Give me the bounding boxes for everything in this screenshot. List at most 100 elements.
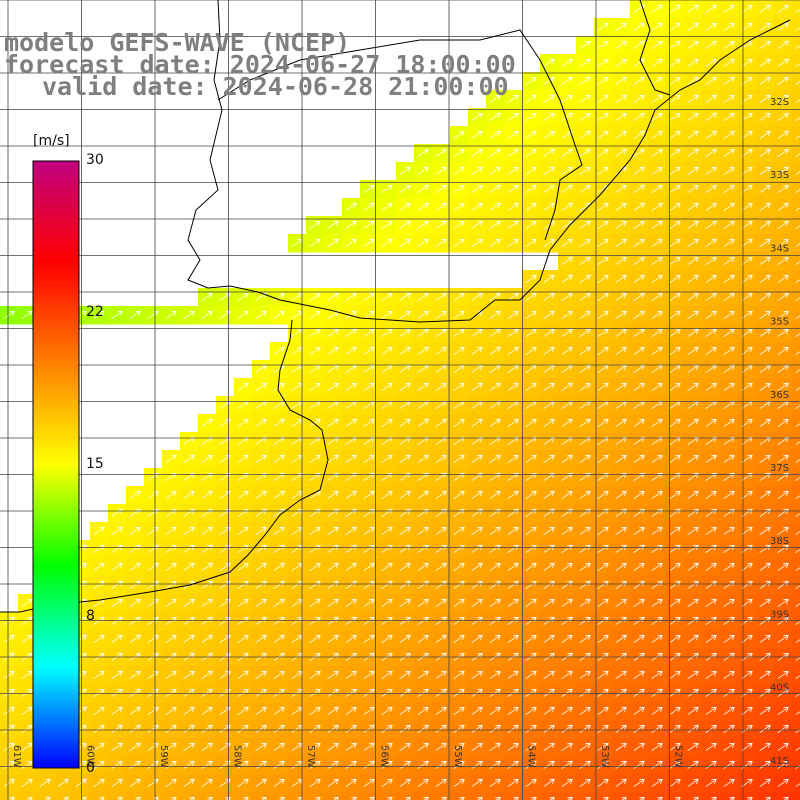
wind-arrow <box>651 364 663 374</box>
wind-arrow <box>327 526 339 536</box>
wind-arrow <box>507 400 519 410</box>
wind-arrow-head <box>765 508 771 511</box>
wind-arrow-head <box>785 473 789 478</box>
wind-arrow-head <box>479 509 483 514</box>
wind-arrow-head <box>749 617 753 622</box>
wind-arrow-head <box>767 293 771 298</box>
wind-arrow <box>525 328 537 338</box>
wind-arrow-head <box>317 617 321 622</box>
wind-cell <box>612 792 631 800</box>
wind-arrow <box>453 166 465 176</box>
wind-arrow-head <box>369 220 375 223</box>
wind-arrow <box>669 274 681 284</box>
wind-arrow <box>309 544 321 554</box>
wind-arrow-head <box>567 76 573 79</box>
wind-arrow-head <box>423 526 429 529</box>
wind-arrow <box>795 297 800 302</box>
wind-arrow-head <box>695 527 699 532</box>
wind-arrow <box>525 616 537 626</box>
wind-arrow-head <box>101 527 105 532</box>
wind-arrow-head <box>297 688 303 691</box>
wind-arrow-head <box>407 311 411 316</box>
wind-arrow <box>345 580 357 590</box>
wind-arrow-head <box>765 130 771 133</box>
wind-arrow-head <box>749 581 753 586</box>
wind-arrow <box>597 490 609 500</box>
wind-arrow-head <box>731 311 735 316</box>
wind-arrow-head <box>711 4 717 7</box>
wind-arrow-head <box>749 275 753 280</box>
wind-arrow-head <box>191 455 195 460</box>
wind-arrow <box>615 616 627 626</box>
wind-arrow-head <box>189 544 195 547</box>
wind-arrow-head <box>317 671 321 676</box>
wind-arrow-head <box>675 508 681 511</box>
wind-arrow-head <box>639 310 645 313</box>
wind-arrow-head <box>675 526 681 529</box>
wind-arrow-head <box>711 580 717 583</box>
wind-arrow-head <box>533 563 537 568</box>
wind-arrow <box>579 580 591 590</box>
wind-arrow-head <box>515 239 519 244</box>
wind-arrow-head <box>623 95 627 100</box>
wind-arrow-head <box>657 346 663 349</box>
wind-arrow <box>687 616 699 626</box>
wind-arrow <box>237 526 249 536</box>
wind-arrow-head <box>731 41 735 46</box>
wind-arrow <box>471 184 483 194</box>
wind-arrow-head <box>623 509 627 514</box>
wind-arrow <box>363 238 375 248</box>
wind-arrow-head <box>423 292 429 295</box>
wind-arrow <box>669 148 681 158</box>
wind-arrow <box>435 346 447 356</box>
wind-arrow <box>165 616 177 626</box>
wind-arrow <box>597 22 609 32</box>
wind-arrow <box>363 346 375 356</box>
wind-arrow-head <box>641 473 645 478</box>
wind-arrow-head <box>371 203 375 208</box>
wind-arrow-head <box>171 562 177 565</box>
wind-arrow-head <box>443 329 447 334</box>
wind-arrow-head <box>533 365 537 370</box>
wind-arrow-head <box>693 238 699 241</box>
wind-arrow-head <box>585 598 591 601</box>
wind-arrow-head <box>587 293 591 298</box>
wind-arrow-head <box>657 238 663 241</box>
wind-arrow-head <box>479 563 483 568</box>
wind-arrow-head <box>711 418 717 421</box>
wind-arrow-head <box>497 185 501 190</box>
wind-arrow-head <box>765 652 771 655</box>
wind-arrow-head <box>191 671 195 676</box>
wind-arrow <box>759 382 771 392</box>
wind-arrow-head <box>335 293 339 298</box>
wind-arrow-head <box>569 275 573 280</box>
wind-arrow-head <box>459 292 465 295</box>
wind-arrow <box>633 40 645 50</box>
wind-arrow-head <box>425 311 429 316</box>
wind-arrow <box>579 490 591 500</box>
wind-arrow-head <box>443 311 447 316</box>
wind-arrow-head <box>407 527 411 532</box>
wind-arrow-head <box>495 382 501 385</box>
wind-arrow-head <box>747 22 753 25</box>
wind-arrow-head <box>513 166 519 169</box>
wind-arrow-head <box>641 527 645 532</box>
wind-arrow-head <box>531 580 537 583</box>
wind-arrow-head <box>479 419 483 424</box>
wind-arrow-head <box>621 454 627 457</box>
wind-arrow-head <box>587 347 591 352</box>
wind-arrow <box>525 454 537 464</box>
wind-cell <box>162 792 181 800</box>
wind-arrow-head <box>353 563 357 568</box>
wind-arrow-head <box>353 509 357 514</box>
wind-arrow-head <box>371 239 375 244</box>
wind-cell <box>792 540 800 559</box>
wind-arrow-head <box>587 527 591 532</box>
wind-arrow <box>507 616 519 626</box>
wind-arrow <box>237 634 249 644</box>
wind-arrow <box>705 238 717 248</box>
wind-arrow-head <box>531 292 537 295</box>
wind-arrow-head <box>513 130 519 133</box>
wind-arrow <box>777 526 789 536</box>
wind-arrow-head <box>569 671 573 676</box>
